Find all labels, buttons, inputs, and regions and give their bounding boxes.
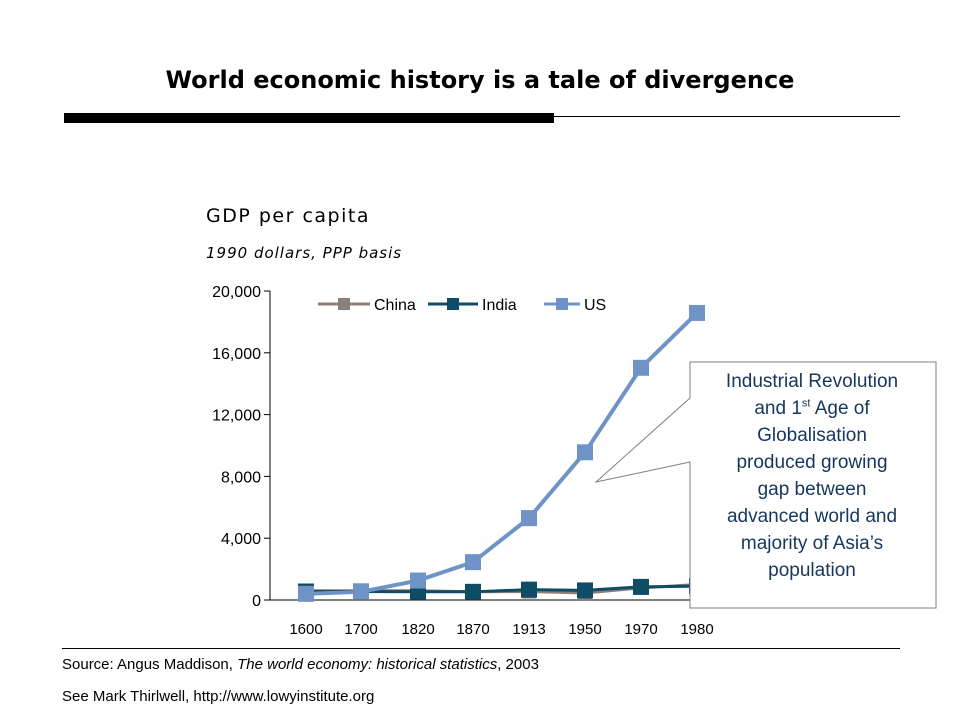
slide-title: World economic history is a tale of dive… (165, 66, 795, 94)
callout-line-4: produced growing (736, 452, 888, 473)
data-point (577, 444, 593, 461)
data-point (298, 585, 314, 602)
data-point (465, 583, 481, 600)
callout-line-2-post: Age of (810, 398, 870, 419)
data-point (465, 554, 481, 571)
callout-line-3: Globalisation (757, 425, 867, 446)
y-tick-label: 16,000 (212, 346, 261, 363)
callout-text: Industrial Revolution and 1st Age of Glo… (696, 368, 928, 584)
title-rule-thin (554, 116, 900, 117)
y-tick-label: 8,000 (221, 469, 261, 486)
chart-subtitle: 1990 dollars, PPP basis (206, 244, 402, 262)
x-tick-label: 1980 (680, 621, 713, 638)
bottom-rule (62, 648, 900, 649)
source-title: The world economy: historical statistics (237, 656, 498, 673)
source-prefix: Source: Angus Maddison, (62, 656, 238, 673)
legend-label: US (584, 297, 606, 314)
callout-line-2-sup: st (801, 397, 811, 410)
data-point (633, 359, 649, 376)
callout-line-2: and 1st Age of (696, 395, 928, 422)
data-point (689, 304, 705, 321)
legend-swatch-marker (556, 298, 568, 310)
x-tick-label: 1970 (624, 621, 657, 638)
legend-entry-china: China (318, 297, 416, 314)
callout-line-7: majority of Asia’s (740, 533, 884, 554)
series-line (305, 311, 699, 596)
data-point (633, 578, 649, 595)
callout-line-5: gap between (757, 479, 867, 500)
data-point (577, 582, 593, 599)
x-tick-label: 1820 (401, 621, 434, 638)
x-tick-label: 1700 (344, 621, 377, 638)
legend-entry-us: US (544, 297, 606, 314)
data-point (521, 510, 537, 527)
x-tick-label: 1870 (456, 621, 489, 638)
x-tick-label: 1950 (568, 621, 601, 638)
title-rule-thick (64, 113, 554, 123)
legend-swatch-marker (338, 298, 350, 310)
y-tick-label: 4,000 (221, 531, 261, 548)
source-footnote: Source: Angus Maddison, The world econom… (62, 656, 539, 673)
callout-box (594, 361, 937, 609)
y-tick-label: 20,000 (212, 284, 261, 301)
callout-line-8: population (768, 560, 856, 581)
y-tick-label: 12,000 (212, 408, 261, 425)
y-tick-label: 0 (252, 593, 261, 610)
legend-swatch-marker (447, 298, 459, 310)
chart-title: GDP per capita (206, 205, 370, 227)
callout-line-2-pre: and 1 (754, 398, 802, 419)
legend-entry-india: India (428, 297, 517, 314)
see-also-footnote: See Mark Thirlwell, http://www.lowyinsti… (62, 688, 375, 705)
data-point (410, 572, 426, 589)
x-tick-label: 1913 (512, 621, 545, 638)
legend-label: China (374, 297, 416, 314)
series-us (298, 304, 705, 602)
data-point (353, 583, 369, 600)
data-point (521, 581, 537, 598)
callout-line-1: Industrial Revolution (725, 371, 899, 392)
legend-label: India (482, 297, 517, 314)
source-suffix: , 2003 (497, 656, 539, 673)
x-tick-label: 1600 (289, 621, 322, 638)
callout-line-6: advanced world and (726, 506, 898, 527)
